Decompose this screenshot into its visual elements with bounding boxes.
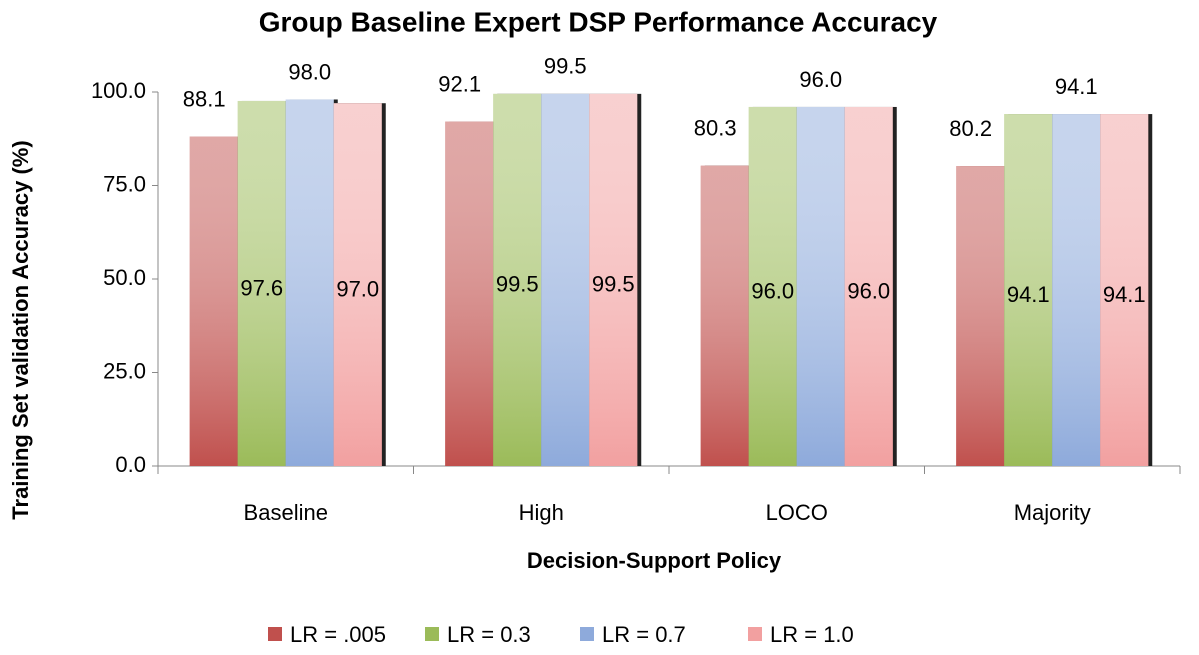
value-label: 80.3 (694, 115, 737, 140)
x-tick-label: Majority (1014, 500, 1091, 525)
bar-group (541, 93, 590, 467)
bar-highlight (285, 99, 334, 466)
bar-highlight (445, 121, 494, 467)
bar-highlight (956, 166, 1005, 466)
bar-group (189, 136, 238, 467)
value-label: 96.0 (799, 67, 842, 92)
bar-group (237, 100, 286, 466)
bar-group (748, 106, 797, 467)
bar-highlight (237, 100, 286, 466)
value-label: 94.1 (1007, 282, 1050, 307)
legend-label: LR = 0.7 (602, 622, 686, 647)
bar-highlight (1100, 114, 1149, 466)
value-label: 98.0 (288, 59, 331, 84)
bar-group (844, 106, 893, 467)
bar-highlight (589, 93, 638, 467)
legend-swatch (268, 627, 282, 641)
bar-group (589, 93, 638, 467)
legend-swatch (748, 627, 762, 641)
value-label: 96.0 (847, 278, 890, 303)
bar-highlight (748, 106, 797, 467)
bar-highlight (844, 106, 893, 467)
bar-group (1052, 114, 1101, 466)
value-label: 99.5 (544, 54, 587, 79)
x-axis-label: Decision-Support Policy (527, 548, 782, 573)
value-label: 99.5 (496, 272, 539, 297)
value-label: 96.0 (751, 278, 794, 303)
y-tick-label: 100.0 (91, 78, 146, 103)
value-label: 99.5 (592, 272, 635, 297)
bar-group (796, 106, 845, 467)
bar-highlight (700, 165, 749, 467)
y-tick-label: 50.0 (103, 265, 146, 290)
x-tick-label: High (519, 500, 564, 525)
bar-highlight (796, 106, 845, 467)
bar-group (700, 165, 749, 467)
x-tick-label: Baseline (244, 500, 328, 525)
y-tick-label: 75.0 (103, 171, 146, 196)
legend-swatch (580, 627, 594, 641)
bar-group (493, 93, 542, 467)
bar-highlight (189, 136, 238, 467)
y-tick-label: 25.0 (103, 358, 146, 383)
bar-group (1100, 114, 1149, 466)
bar-group (445, 121, 494, 467)
bar-group (285, 99, 334, 466)
value-label: 92.1 (438, 71, 481, 96)
value-label: 94.1 (1055, 74, 1098, 99)
value-label: 97.6 (240, 275, 283, 300)
bar-group (956, 166, 1005, 466)
legend-swatch (425, 627, 439, 641)
value-label: 97.0 (336, 276, 379, 301)
bar-highlight (1004, 114, 1053, 466)
bar-highlight (541, 93, 590, 467)
legend-label: LR = .005 (290, 622, 386, 647)
bar-highlight (493, 93, 542, 467)
legend-label: LR = 1.0 (770, 622, 854, 647)
legend-label: LR = 0.3 (447, 622, 531, 647)
y-tick-label: 0.0 (115, 452, 146, 477)
value-label: 94.1 (1103, 282, 1146, 307)
bar-group (333, 103, 382, 466)
bar-highlight (1052, 114, 1101, 466)
value-label: 88.1 (183, 86, 226, 111)
bar-highlight (333, 103, 382, 466)
value-label: 80.2 (949, 116, 992, 141)
bar-group (1004, 114, 1053, 466)
y-axis-label: Training Set validation Accuracy (%) (8, 140, 33, 519)
x-tick-label: LOCO (766, 500, 828, 525)
chart-title: Group Baseline Expert DSP Performance Ac… (259, 6, 938, 37)
